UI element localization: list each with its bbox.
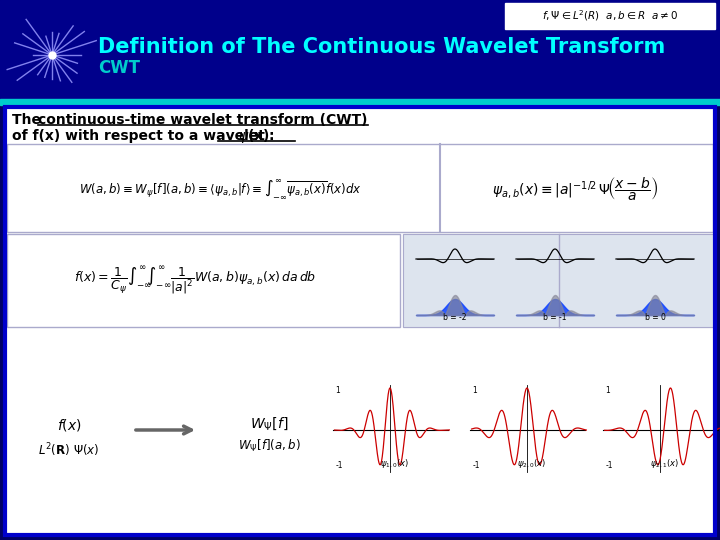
Bar [7, 234, 400, 327]
Text: $f, \Psi \in L^2(R)\ \ a,b \in R\ \ a \neq 0$: $f, \Psi \in L^2(R)\ \ a,b \in R\ \ a \n… [542, 9, 678, 23]
Text: $W_\Psi[f](a,b)$: $W_\Psi[f](a,b)$ [238, 438, 300, 454]
Text: 1: 1 [472, 386, 477, 395]
Bar [7, 234, 400, 327]
Text: b = -2: b = -2 [444, 313, 467, 322]
Bar [5, 107, 715, 535]
Text: $\psi_{a,b}(x)\equiv|a|^{-1/2}\,\Psi\!\left(\dfrac{x-b}{a}\right)$: $\psi_{a,b}(x)\equiv|a|^{-1/2}\,\Psi\!\l… [492, 176, 658, 202]
Text: of f(x) with respect to a wavelet: of f(x) with respect to a wavelet [12, 129, 270, 143]
Text: $\psi_{2,1}(x)$: $\psi_{2,1}(x)$ [650, 457, 680, 470]
Bar [403, 234, 715, 327]
Bar [0, 99, 720, 105]
Text: continuous-time wavelet transform (CWT): continuous-time wavelet transform (CWT) [38, 113, 367, 127]
Text: b = 0: b = 0 [644, 313, 665, 322]
Text: The: The [12, 113, 46, 127]
Text: 1: 1 [336, 386, 341, 395]
Bar [203, 390, 335, 468]
Bar [5, 107, 715, 535]
Text: b = -1: b = -1 [544, 313, 567, 322]
Bar [7, 144, 713, 232]
Text: $W_\Psi[f]$: $W_\Psi[f]$ [250, 416, 288, 433]
Text: CWT: CWT [98, 59, 140, 77]
Text: $W(a,b)\equiv W_\psi[f](a,b)\equiv\langle\psi_{a,b}|f\rangle\equiv\int_{-\infty}: $W(a,b)\equiv W_\psi[f](a,b)\equiv\langl… [78, 177, 361, 201]
Text: $\psi_{1,0}(x)$: $\psi_{1,0}(x)$ [380, 457, 410, 470]
Text: $\psi$(x):: $\psi$(x): [238, 127, 275, 145]
Text: $f(x)$: $f(x)$ [57, 417, 81, 433]
Text: -1: -1 [472, 461, 480, 470]
Bar [0, 0, 720, 100]
Text: -1: -1 [336, 461, 343, 470]
Text: $\psi_{2,0}(x)$: $\psi_{2,0}(x)$ [518, 457, 546, 470]
Bar [403, 234, 715, 327]
Bar [7, 144, 713, 232]
Bar [10, 380, 128, 480]
Text: Definition of The Continuous Wavelet Transform: Definition of The Continuous Wavelet Tra… [98, 37, 665, 57]
Text: $f(x)=\dfrac{1}{C_\psi}\int_{-\infty}^{\infty}\!\!\int_{-\infty}^{\infty}\dfrac{: $f(x)=\dfrac{1}{C_\psi}\int_{-\infty}^{\… [74, 264, 316, 296]
Text: -1: -1 [606, 461, 613, 470]
Bar [505, 3, 715, 29]
Text: $L^2(\mathbf{R})\ \Psi(x)$: $L^2(\mathbf{R})\ \Psi(x)$ [38, 441, 99, 459]
Text: 1: 1 [606, 386, 611, 395]
